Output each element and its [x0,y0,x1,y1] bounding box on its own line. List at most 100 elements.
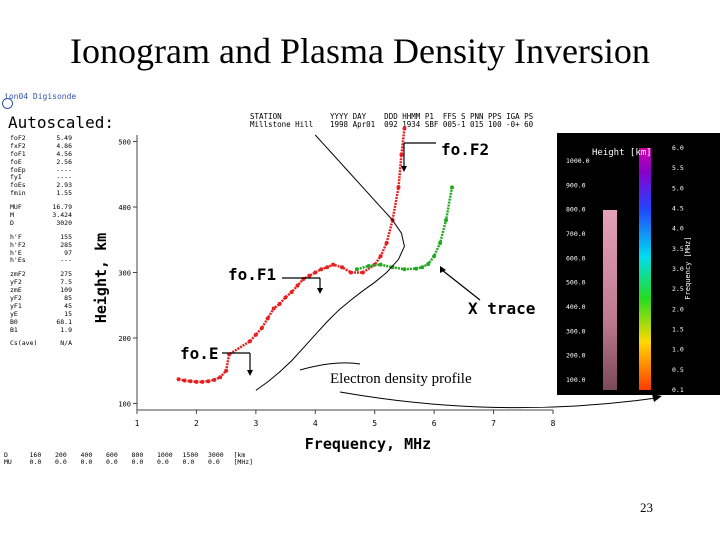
param-name: M [10,211,14,220]
o-trace-point [277,301,282,306]
x-ticks: 1 2 3 4 5 6 7 8 [135,410,556,428]
edp-arrow-left [299,362,361,371]
y-axis-label: Height, km [92,233,110,323]
param-name: zmF2 [10,270,26,279]
y-tick-label: 100 [118,400,131,408]
o-trace-point [384,241,389,246]
o-trace-point [340,265,345,270]
param-name: h'F2 [10,240,26,249]
fof1-label: fo.F1 [228,265,276,284]
table-cell: [km [233,451,246,459]
y-ticks: 100 200 300 400 500 [118,139,137,408]
table-cell: 0.0 [157,458,169,466]
param-name: fmin [10,189,26,198]
x-trace-point [420,265,425,270]
param-name: fxF2 [10,141,26,150]
param-name: D [10,218,14,227]
param-row: M 3.424 [10,211,72,220]
param-name: yF2 [10,294,22,303]
x-trace-point [354,267,359,272]
param-row: yF2 85 [10,294,72,303]
colorbar-right-tick: 1.5 [672,326,684,334]
param-row: yF1 45 [10,302,72,311]
table-cell: 160 [29,451,42,459]
table-cell: 0.0 [208,458,220,466]
distance-row: D 160 200 400 600 800 1000 1500 3000 [km [4,452,259,459]
x-trace-point [432,254,437,259]
table-cell: 1000 [157,451,173,459]
o-trace-point [289,290,294,295]
param-value: 4.56 [56,149,72,158]
colorbar-left-tick: 800.0 [566,206,586,214]
muf-row: MU 0.0 0.0 0.0 0.0 0.0 0.0 0.0 0.0 [MHz] [4,459,259,466]
x-trace-annotation: X trace [440,266,535,318]
table-cell: 0.0 [131,458,144,466]
colorbar-inset: Height [km] 1000.0 900.0 800.0 700.0 600.0 50… [557,133,720,395]
param-row: fxF2 4.86 [10,141,72,151]
param-value: 4.86 [56,141,72,150]
colorbar-right-tick: 2.0 [672,305,684,313]
fof2-annotation: fo.F2 [401,140,489,172]
x-trace-line [356,187,454,271]
o-trace-point [271,306,276,311]
top-link[interactable]: ion04 Digisonde [4,92,77,101]
colorbar-left-tick: 200.0 [566,352,586,360]
y-tick-label: 400 [118,204,131,212]
param-value: N/A [60,339,72,348]
table-cell: 600 [106,451,118,459]
param-value: 97 [64,248,72,257]
o-trace-point [319,267,324,272]
param-name: fyI [10,173,22,182]
o-trace-point [325,265,330,270]
param-row: B1 1.9 [10,325,72,335]
x-tick-label: 4 [313,419,318,428]
distance-muf-table: D 160 200 400 600 800 1000 1500 3000 [km MU 0.0 0.0… [4,452,259,466]
colorbar-right-tick: 0.5 [672,366,684,374]
o-trace-point [182,378,187,383]
y-tick-label: 500 [118,139,131,147]
y-tick-label: 200 [118,335,131,343]
colorbar-right-tick: 3.5 [672,245,684,253]
param-row: foF1 4.56 [10,149,72,159]
param-name: foEp [10,165,26,174]
fof2-label: fo.F2 [441,140,489,159]
param-value: 15 [64,309,72,318]
o-trace-point [378,254,383,259]
param-value: 68.1 [56,317,72,326]
param-name: B1 [10,325,18,334]
o-trace-point [265,316,270,321]
table-cell: [MHz] [233,458,254,466]
param-row: foEp ---- [10,165,72,175]
o-trace-point [360,270,365,275]
table-cell: 0.0 [29,458,42,466]
colorbar-height-strip [603,210,617,390]
param-name: B0 [10,317,18,326]
y-tick-label: 300 [118,270,131,278]
param-row: foF2 5.49 [10,134,72,143]
colorbar-rainbow [639,148,651,390]
param-value: 16.79 [52,203,72,212]
colorbar-right-tick: 3.0 [672,265,684,273]
fof1-annotation: fo.F1 [228,265,323,294]
x-trace-point [426,261,431,266]
o-trace-point [399,152,404,157]
table-cell: 0.0 [80,458,93,466]
foe-annotation: fo.E [180,344,253,376]
param-value: ---- [56,165,72,174]
x-trace-point [378,262,383,267]
o-trace-point [396,185,401,190]
o-trace-point [313,270,318,275]
param-name: h'F [10,232,22,241]
x-tick-label: 7 [491,419,496,428]
param-name: foF2 [10,134,26,142]
electron-density-profile-line [255,134,405,391]
x-tick-label: 2 [194,419,199,428]
x-trace-point [366,263,371,268]
o-trace-point [402,126,407,131]
colorbar-left-ticks: 1000.0 900.0 800.0 700.0 600.0 500.0 400.0 300.… [566,157,590,384]
table-cell: 400 [80,451,93,459]
colorbar-left-tick: 100.0 [566,376,586,384]
param-row: foEs 2.93 [10,181,72,190]
param-name: h'Es [10,256,26,265]
